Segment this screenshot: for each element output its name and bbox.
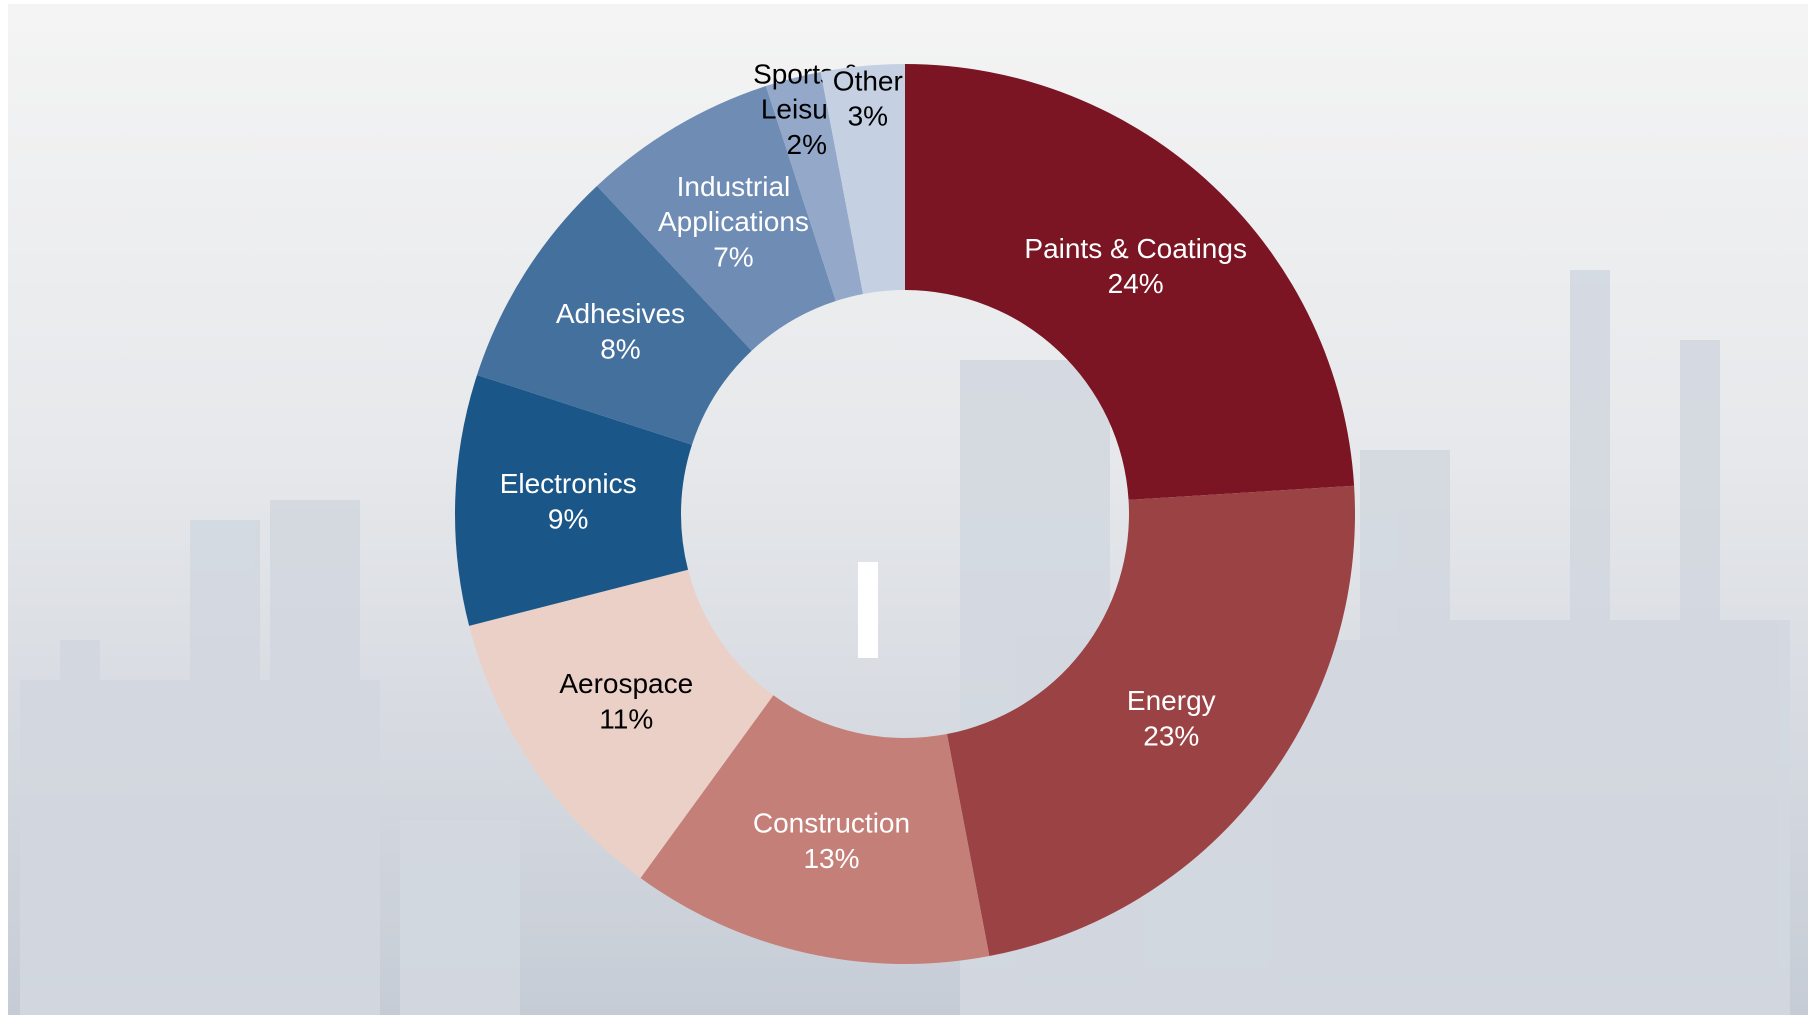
slice-label: Paints & Coatings <box>1024 233 1247 264</box>
donut-slice <box>469 569 774 879</box>
label-line: Aerospace <box>559 668 693 699</box>
slice-value: 8% <box>600 333 640 364</box>
donut: Paints & Coatings 24% Energy 23% Constructio… <box>455 59 1355 965</box>
donut-slice <box>820 64 905 294</box>
donut-slice <box>640 695 990 965</box>
label-line: Applications <box>658 206 809 237</box>
slice-value: 3% <box>848 101 888 132</box>
slice-label: Construction <box>753 808 910 839</box>
slice-label: Other <box>833 66 903 97</box>
donut-slice <box>765 71 864 301</box>
slice-value: 24% <box>1108 268 1164 299</box>
slice-value: 13% <box>803 843 859 874</box>
slice-value: 7% <box>713 241 753 272</box>
plant-silhouette <box>20 270 1790 1015</box>
label-line: Adhesives <box>556 298 685 329</box>
slice-label: Energy <box>1127 685 1216 716</box>
center-marker <box>858 562 878 658</box>
slice-label: Industrial Applications <box>658 171 809 237</box>
donut-slice <box>905 64 1355 500</box>
slice-label: Adhesives <box>556 298 685 329</box>
donut-slice <box>455 374 692 626</box>
slice-label: Electronics <box>500 468 637 499</box>
slice-label: Aerospace <box>559 668 693 699</box>
label-line: Other <box>833 66 903 97</box>
label-line: Energy <box>1127 685 1216 716</box>
label-line: Industrial <box>677 171 791 202</box>
donut-slice <box>477 185 752 445</box>
slice-value: 23% <box>1143 720 1199 751</box>
slice-value: 2% <box>787 129 827 160</box>
label-line: Paints & Coatings <box>1024 233 1247 264</box>
label-line: Electronics <box>500 468 637 499</box>
label-line: Construction <box>753 808 910 839</box>
donut-slice <box>596 86 836 351</box>
donut-slice <box>946 485 1355 957</box>
slice-value: 9% <box>548 503 588 534</box>
slice-value: 11% <box>599 703 653 734</box>
